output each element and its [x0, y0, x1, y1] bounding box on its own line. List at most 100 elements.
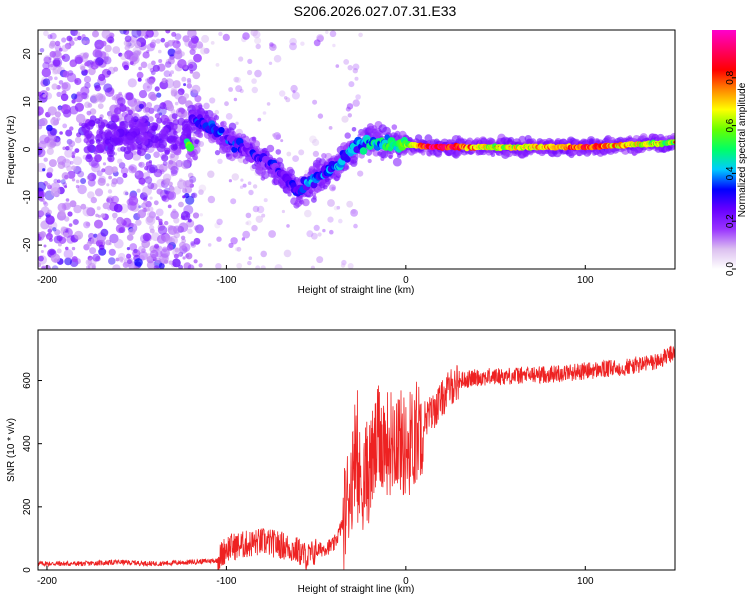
spectrogram-cell	[150, 135, 159, 144]
spectrogram-cell	[170, 87, 178, 94]
spectrogram-cell	[42, 61, 50, 70]
spectrogram-cell	[167, 204, 172, 209]
spectrogram-cell	[96, 142, 106, 152]
spectrogram-cell	[357, 170, 364, 177]
spectrogram-cell	[216, 218, 223, 225]
spectrogram-cell	[182, 256, 186, 260]
spectrogram-cell	[317, 113, 324, 119]
spectrogram-cell	[52, 58, 61, 67]
spectrogram-cell	[116, 176, 124, 185]
snr-x-tick-label: -100	[216, 576, 236, 587]
spectrogram-cell	[72, 151, 76, 155]
spectrogram-cell	[163, 70, 171, 78]
spectrogram-cell	[182, 188, 188, 194]
spectrogram-cell	[81, 34, 86, 39]
spectrogram-cell	[71, 246, 76, 251]
spectrogram-cell	[155, 216, 160, 221]
spectrogram-cell	[143, 197, 148, 202]
spectrogram-cell	[138, 177, 146, 185]
spectrogram-cell	[111, 95, 117, 101]
spectrogram-cell	[251, 224, 258, 232]
spectrogram-cell	[236, 246, 242, 252]
spectrogram-cell	[44, 264, 51, 269]
spectrogram-cell	[60, 179, 66, 185]
colorbar-ticks: 0.0 0.2 0.4 0.6 0.8	[725, 70, 736, 276]
snr-y-axis-label: SNR (10 * v/v)	[6, 418, 17, 482]
spectrogram-cell	[251, 78, 257, 84]
spectrogram-cell	[51, 265, 59, 269]
spectrogram-cell	[145, 78, 150, 83]
spectrogram-cell	[289, 37, 297, 46]
spectrogram-cell	[192, 133, 196, 137]
spectrogram-cell	[128, 228, 136, 236]
spectrogram-cell	[44, 92, 53, 100]
spectrogram-cell	[88, 262, 97, 269]
spectrogram-cell	[118, 227, 124, 233]
spectrogram-y-axis-label: Frequency (Hz)	[6, 116, 17, 185]
spectrogram-cell	[172, 258, 181, 268]
spectrogram-cell	[218, 31, 223, 37]
snr-series-line	[38, 345, 675, 570]
spectrogram-cell	[74, 77, 82, 86]
spectrogram-cell	[153, 104, 161, 112]
spectrogram-cell	[56, 91, 62, 97]
spectrogram-cell	[214, 109, 220, 115]
spectrogram-cell	[170, 70, 174, 75]
spectrogram-cell	[179, 241, 186, 249]
spectrogram-x-tick-label: 0	[403, 275, 409, 286]
spectrogram-cell	[240, 178, 244, 182]
spectrogram-cell	[140, 61, 148, 69]
spectrogram-cell	[343, 59, 350, 65]
spectrogram-cell	[175, 167, 179, 170]
spectrogram-cell	[90, 61, 99, 70]
spectrogram-cell	[123, 64, 129, 71]
spectrogram-cell	[90, 61, 94, 65]
spectrogram-cell	[98, 124, 104, 131]
spectrogram-cell	[169, 235, 178, 245]
spectrogram-cell	[170, 169, 178, 176]
spectrogram-cell	[187, 228, 193, 235]
spectrogram-cell	[96, 206, 101, 211]
spectrogram-cell	[146, 102, 153, 108]
spectrogram-cell	[126, 247, 130, 251]
spectrogram-cell	[119, 30, 127, 35]
spectrogram-cell	[251, 136, 257, 142]
spectrogram-cell	[172, 40, 181, 49]
spectrogram-cell	[49, 63, 54, 68]
spectrogram-cell	[74, 136, 82, 144]
snr-frame	[37, 329, 676, 571]
spectrogram-cell	[341, 259, 347, 266]
spectrogram-cell	[217, 158, 223, 164]
spectrogram-cell	[254, 69, 262, 78]
spectrogram-cell	[191, 192, 198, 199]
spectrogram-cell	[104, 165, 114, 176]
spectrogram-cell	[60, 226, 67, 233]
spectrogram-cell	[105, 123, 111, 129]
spectrogram-cell	[112, 264, 121, 269]
spectrogram-cell	[209, 97, 216, 104]
spectrogram-cell	[207, 170, 215, 178]
spectrogram-cell	[69, 105, 79, 115]
spectrogram-cell	[332, 43, 336, 48]
spectrogram-cell	[109, 233, 119, 244]
spectrogram-cell	[40, 265, 47, 269]
spectrogram-cell	[198, 141, 205, 147]
spectrogram-cell	[160, 37, 166, 43]
spectrogram-cell	[222, 33, 230, 42]
spectrogram-cell	[106, 70, 112, 76]
spectrogram-cell	[317, 232, 322, 237]
spectrogram-cell	[63, 232, 69, 238]
spectrogram-cell	[329, 30, 337, 38]
spectrogram-cell	[254, 37, 262, 45]
spectrogram-cell	[142, 185, 153, 196]
spectrogram-cell	[397, 153, 402, 158]
spectrogram-cell	[167, 57, 175, 65]
spectrogram-cell	[129, 243, 138, 251]
spectrogram-cell	[255, 215, 263, 223]
spectrogram-cell	[89, 108, 97, 115]
spectrogram-cell	[329, 184, 337, 192]
spectrogram-cell	[140, 137, 149, 146]
spectrogram-cell	[154, 86, 160, 92]
spectrogram-cell	[134, 170, 144, 180]
snr-x-axis-label: Height of straight line (km)	[298, 584, 415, 595]
